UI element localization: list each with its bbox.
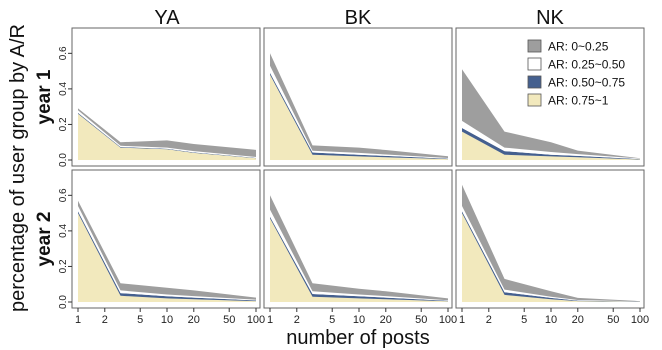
area-ar-0-25-0-50-ya-year-1 bbox=[78, 110, 256, 158]
x-tick-label: 1 bbox=[75, 314, 81, 326]
x-axis-title: number of posts bbox=[286, 327, 429, 349]
panel-bk-year-1 bbox=[263, 27, 453, 167]
x-tick-label: 1 bbox=[459, 314, 465, 326]
panel-ya-year-1 bbox=[71, 27, 261, 167]
panel-nk-year-2 bbox=[455, 169, 645, 309]
legend: AR: 0~0.25 AR: 0.25~0.50 AR: 0.50~0.75 AR: … bbox=[527, 39, 625, 108]
legend-item-ar-0-75-1: AR: 0.75~1 bbox=[527, 93, 609, 108]
axis-ticks: 0.00.20.40.60.00.20.40.61 2 5 10 20 50 100 1 2 5 1… bbox=[58, 46, 649, 326]
panel-nk-year-1 bbox=[455, 27, 645, 167]
x-tick-label: 20 bbox=[572, 314, 584, 326]
x-tick-label: 10 bbox=[161, 314, 173, 326]
x-tick-label: 5 bbox=[137, 314, 143, 326]
y-tick-label: 0.2 bbox=[58, 117, 69, 131]
area-ar-0-75-1-nk-year-1 bbox=[462, 131, 640, 160]
x-tick-label: 20 bbox=[188, 314, 200, 326]
y-tick-label: 0.4 bbox=[58, 82, 69, 96]
legend-item-ar-0-0-25: AR: 0~0.25 bbox=[527, 39, 609, 54]
x-tick-label: 100 bbox=[247, 314, 265, 326]
x-tick-label: 10 bbox=[353, 314, 365, 326]
x-tick-label: 1 bbox=[267, 314, 273, 326]
legend-item-ar-0-50-0-75: AR: 0.50~0.75 bbox=[527, 75, 625, 90]
column-label-bk: BK bbox=[345, 7, 372, 29]
row-label-year-2: year 2 bbox=[34, 212, 55, 267]
legend-label: AR: 0.75~1 bbox=[548, 94, 609, 108]
legend-swatch bbox=[527, 93, 542, 107]
row-label-year-1: year 1 bbox=[34, 69, 55, 124]
legend-label: AR: 0.50~0.75 bbox=[548, 76, 625, 90]
x-tick-label: 5 bbox=[329, 314, 335, 326]
x-tick-label: 5 bbox=[521, 314, 527, 326]
area-ar-0-75-1-nk-year-2 bbox=[462, 213, 640, 302]
legend-swatch bbox=[527, 57, 542, 71]
area-ar-0-75-1-ya-year-1 bbox=[78, 113, 256, 160]
legend-item-ar-0-25-0-50: AR: 0.25~0.50 bbox=[527, 57, 625, 72]
column-label-nk: NK bbox=[536, 7, 564, 29]
y-tick-label: 0.6 bbox=[58, 46, 69, 60]
x-tick-label: 10 bbox=[545, 314, 557, 326]
area-ar-0-25-0-50-nk-year-1 bbox=[462, 120, 640, 160]
area-ar-0-50-0-75-ya-year-1 bbox=[78, 112, 256, 159]
x-tick-label: 100 bbox=[631, 314, 649, 326]
legend-label: AR: 0.25~0.50 bbox=[548, 58, 625, 72]
y-tick-label: 0.4 bbox=[58, 224, 69, 238]
x-tick-label: 2 bbox=[294, 314, 300, 326]
panel-ya-year-2 bbox=[71, 169, 261, 309]
column-label-ya: YA bbox=[154, 7, 180, 29]
y-tick-label: 0.0 bbox=[58, 153, 69, 167]
x-tick-label: 2 bbox=[486, 314, 492, 326]
legend-swatch bbox=[527, 75, 542, 89]
area-ar-0-50-0-75-nk-year-1 bbox=[462, 128, 640, 160]
x-tick-label: 50 bbox=[415, 314, 427, 326]
area-ar-0-0-25-nk-year-1 bbox=[462, 69, 640, 159]
y-axis-title: percentage of user group by A/R bbox=[7, 24, 29, 312]
y-tick-label: 0.6 bbox=[58, 188, 69, 202]
area-ar-0-75-1-bk-year-1 bbox=[270, 74, 448, 160]
panel-bk-year-2 bbox=[263, 169, 453, 309]
x-tick-label: 50 bbox=[607, 314, 619, 326]
x-tick-label: 2 bbox=[102, 314, 108, 326]
x-tick-label: 50 bbox=[223, 314, 235, 326]
area-ar-0-75-1-bk-year-2 bbox=[270, 218, 448, 302]
legend-label: AR: 0~0.25 bbox=[548, 40, 609, 54]
x-tick-label: 20 bbox=[380, 314, 392, 326]
panel-grid bbox=[71, 27, 645, 309]
legend-swatch bbox=[527, 39, 542, 53]
y-tick-label: 0.2 bbox=[58, 259, 69, 273]
area-ar-0-75-1-ya-year-2 bbox=[78, 213, 256, 302]
area-ar-0-0-25-ya-year-1 bbox=[78, 108, 256, 157]
x-tick-label: 100 bbox=[439, 314, 457, 326]
y-tick-label: 0.0 bbox=[58, 295, 69, 309]
